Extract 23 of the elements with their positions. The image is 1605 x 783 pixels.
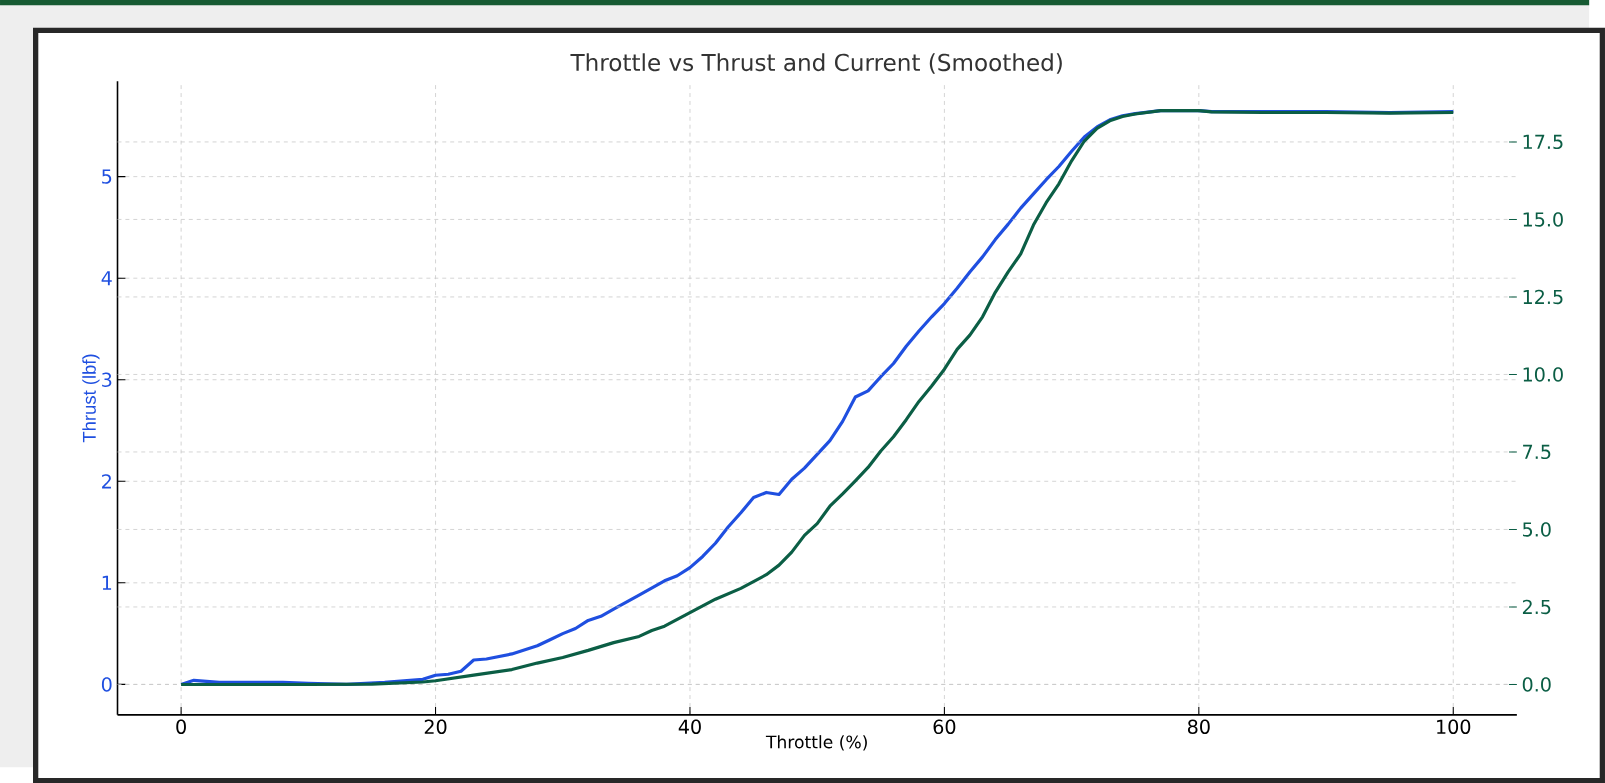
y2-tick-label: 5.0 xyxy=(1523,522,1551,537)
x-axis-title: Throttle (%) xyxy=(765,735,867,751)
y-tick-label: 3 xyxy=(102,372,112,387)
x-tick-label: 60 xyxy=(933,719,956,734)
x-tick-label: 100 xyxy=(1437,719,1471,734)
y-tick-label: 0 xyxy=(101,677,112,692)
x-tick-label: 0 xyxy=(176,719,186,734)
y2-tick-label: 2.5 xyxy=(1522,599,1551,615)
y2-tick-label: 17.5 xyxy=(1523,134,1563,149)
y-tick-label: 2 xyxy=(102,474,111,489)
y-tick-label: 4 xyxy=(101,271,112,286)
y2-tick-label: 15.0 xyxy=(1523,212,1563,227)
y2-tick-label: 0.0 xyxy=(1522,677,1551,692)
y-axis-title: Thrust (lbf) xyxy=(82,354,100,443)
x-tick-label: 20 xyxy=(424,719,447,734)
y-tick-label: 5 xyxy=(102,169,112,184)
chart-title: Throttle vs Thrust and Current (Smoothed) xyxy=(570,53,1062,74)
x-tick-label: 40 xyxy=(678,719,701,734)
y-tick-label: 1 xyxy=(102,575,112,590)
y2-tick-label: 10.0 xyxy=(1523,367,1563,382)
y2-tick-label: 12.5 xyxy=(1523,289,1563,305)
y2-tick-label: 7.5 xyxy=(1523,444,1551,459)
x-tick-label: 80 xyxy=(1187,719,1210,734)
